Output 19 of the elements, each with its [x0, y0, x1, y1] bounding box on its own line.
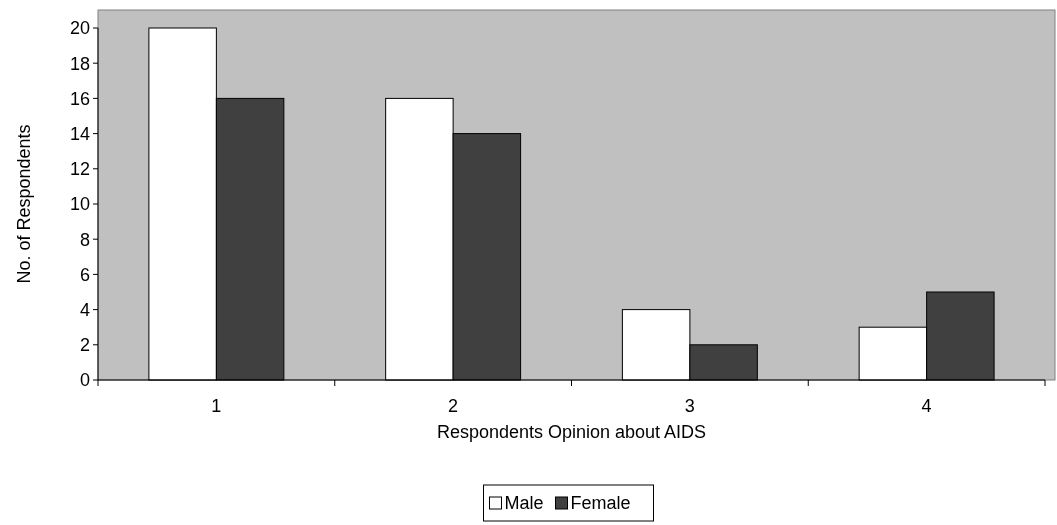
- legend-label: Male: [504, 493, 544, 514]
- legend-label: Female: [570, 493, 631, 514]
- y-tick-label: 18: [69, 53, 90, 74]
- y-tick-label: 12: [69, 159, 90, 180]
- y-tick-label: 20: [69, 18, 90, 39]
- y-tick-label: 14: [69, 123, 90, 144]
- x-tick-label: 1: [211, 396, 222, 416]
- y-axis-title: No. of Respondents: [14, 124, 34, 284]
- x-tick-label: 4: [921, 396, 932, 416]
- y-tick-label: 4: [79, 299, 90, 320]
- y-tick-label: 16: [69, 88, 90, 109]
- x-axis-title: Respondents Opinion about AIDS: [436, 422, 707, 442]
- x-tick-label: 2: [448, 396, 459, 416]
- y-tick-label: 2: [79, 335, 90, 356]
- y-tick-label: 0: [79, 370, 90, 391]
- x-tick-label: 3: [684, 396, 695, 416]
- y-tick-label: 10: [69, 194, 90, 215]
- y-tick-label: 8: [79, 229, 90, 250]
- y-tick-label: 6: [79, 264, 90, 285]
